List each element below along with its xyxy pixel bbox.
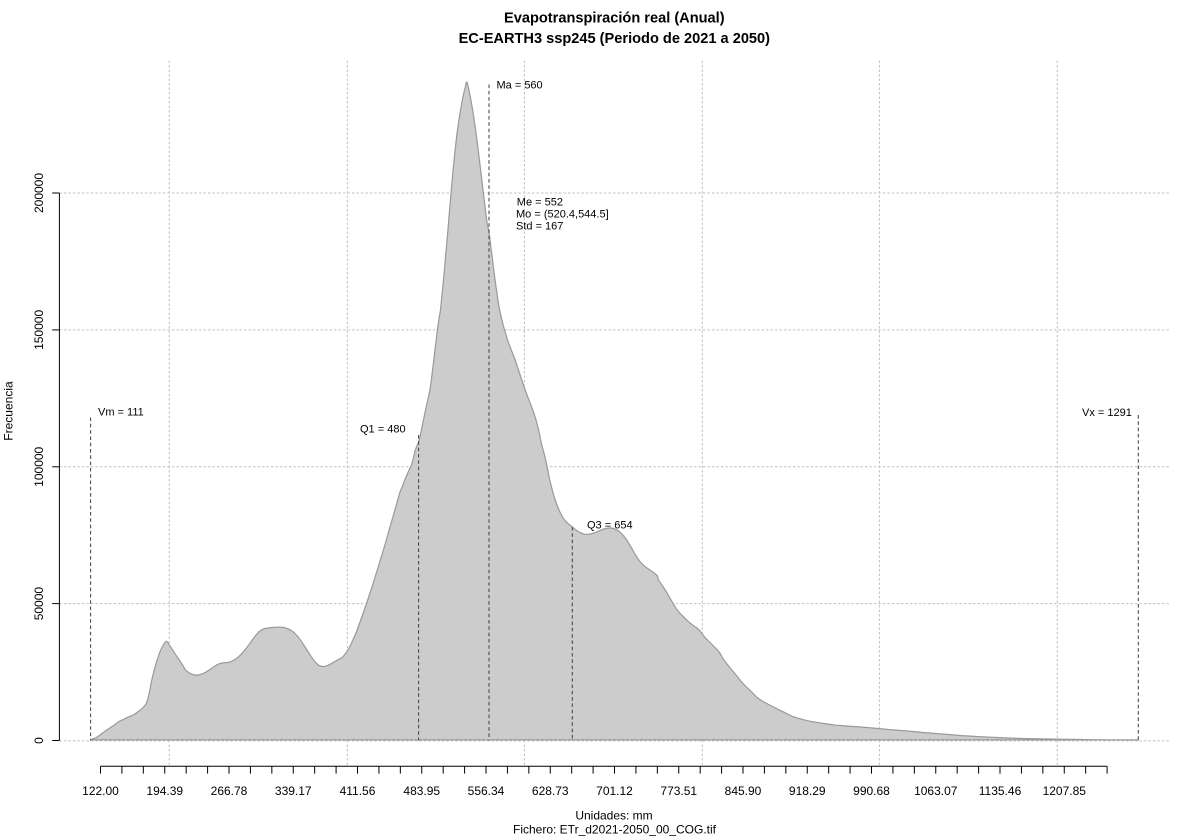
svg-text:339.17: 339.17 xyxy=(275,784,312,798)
svg-text:1135.46: 1135.46 xyxy=(979,784,1022,798)
svg-text:266.78: 266.78 xyxy=(211,784,248,798)
svg-text:200000: 200000 xyxy=(32,173,46,213)
svg-text:122.00: 122.00 xyxy=(82,784,119,798)
svg-text:701.12: 701.12 xyxy=(596,784,633,798)
svg-text:Unidades: mm: Unidades: mm xyxy=(575,809,652,823)
svg-text:Fichero: ETr_d2021-2050_00_COG: Fichero: ETr_d2021-2050_00_COG.tif xyxy=(513,823,717,837)
svg-text:Evapotranspiración real (Anual: Evapotranspiración real (Anual) xyxy=(504,11,725,27)
svg-text:Me = 552: Me = 552 xyxy=(517,197,563,209)
svg-text:1063.07: 1063.07 xyxy=(914,784,958,798)
svg-text:50000: 50000 xyxy=(32,587,46,621)
svg-text:773.51: 773.51 xyxy=(660,784,697,798)
svg-text:1207.85: 1207.85 xyxy=(1043,784,1087,798)
svg-text:556.34: 556.34 xyxy=(468,784,505,798)
svg-text:Mo = (520.4,544.5]: Mo = (520.4,544.5] xyxy=(516,209,609,221)
svg-text:Std = 167: Std = 167 xyxy=(516,221,563,233)
svg-text:Q3 = 654: Q3 = 654 xyxy=(587,520,633,532)
svg-text:Ma = 560: Ma = 560 xyxy=(497,80,543,92)
svg-text:Frecuencia: Frecuencia xyxy=(2,381,16,441)
svg-text:Vx = 1291: Vx = 1291 xyxy=(1082,407,1132,419)
svg-text:990.68: 990.68 xyxy=(853,784,890,798)
svg-text:0: 0 xyxy=(32,737,46,744)
svg-text:628.73: 628.73 xyxy=(532,784,569,798)
svg-text:100000: 100000 xyxy=(32,446,46,486)
svg-text:411.56: 411.56 xyxy=(340,784,376,798)
svg-text:150000: 150000 xyxy=(32,310,46,350)
svg-text:845.90: 845.90 xyxy=(725,784,762,798)
svg-text:194.39: 194.39 xyxy=(146,784,183,798)
svg-text:Q1 = 480: Q1 = 480 xyxy=(360,424,406,436)
svg-text:EC-EARTH3 ssp245 (Periodo de 2: EC-EARTH3 ssp245 (Periodo de 2021 a 2050… xyxy=(459,31,771,47)
svg-text:Vm = 111: Vm = 111 xyxy=(98,407,144,419)
svg-text:918.29: 918.29 xyxy=(789,784,826,798)
svg-text:483.95: 483.95 xyxy=(403,784,440,798)
